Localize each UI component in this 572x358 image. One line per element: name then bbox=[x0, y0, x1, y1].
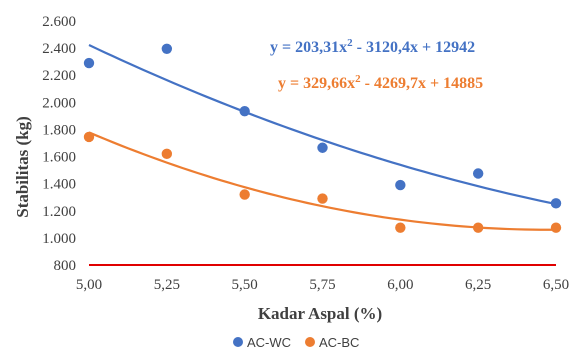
legend-marker-ac-bc bbox=[305, 337, 315, 347]
y-tick-label: 1.400 bbox=[42, 177, 76, 193]
trendline-ac-wc bbox=[88, 44, 557, 206]
legend-label-ac-wc: AC-WC bbox=[247, 335, 291, 350]
y-tick-label: 2.400 bbox=[42, 41, 76, 57]
data-point-ac-bc bbox=[83, 131, 95, 143]
data-point-ac-bc bbox=[161, 148, 173, 160]
data-point-ac-wc bbox=[472, 168, 484, 179]
y-tick-label: 1.800 bbox=[42, 122, 76, 138]
x-tick-label: 6,50 bbox=[543, 277, 569, 293]
data-point-ac-bc bbox=[550, 222, 562, 233]
trendline-equation-ac-bc: y = 329,66x2 - 4269,7x + 14885 bbox=[278, 73, 483, 92]
legend-label-ac-bc: AC-BC bbox=[319, 335, 359, 350]
y-tick-label: 2.600 bbox=[42, 14, 76, 30]
legend-marker-ac-wc bbox=[233, 337, 243, 347]
y-tick-label: 1.200 bbox=[42, 204, 76, 220]
data-point-ac-wc bbox=[317, 142, 328, 153]
x-axis-title: Kadar Aspal (%) bbox=[258, 304, 382, 323]
data-point-ac-bc bbox=[472, 222, 484, 233]
x-tick-label: 5,25 bbox=[154, 277, 180, 293]
data-point-ac-bc bbox=[317, 193, 328, 204]
data-point-ac-wc bbox=[83, 57, 95, 69]
data-point-ac-wc bbox=[395, 179, 406, 191]
trendline-equation-ac-wc: y = 203,31x2 - 3120,4x + 12942 bbox=[270, 37, 475, 56]
x-tick-label: 6,25 bbox=[465, 277, 491, 293]
x-tick-label: 5,50 bbox=[232, 277, 258, 293]
x-tick-label: 6,00 bbox=[387, 277, 413, 293]
data-point-ac-wc bbox=[550, 198, 562, 209]
legend: AC-WC AC-BC bbox=[233, 335, 359, 350]
y-tick-label: 2.000 bbox=[42, 95, 76, 111]
y-tick-label: 2.200 bbox=[42, 68, 76, 84]
x-tick-label: 5,00 bbox=[76, 277, 102, 293]
data-points bbox=[83, 43, 562, 233]
data-point-ac-wc bbox=[239, 105, 250, 117]
y-tick-label: 800 bbox=[54, 258, 77, 274]
data-point-ac-wc bbox=[161, 43, 173, 54]
data-point-ac-bc bbox=[239, 189, 250, 200]
y-axis-ticks: 800 1.000 1.200 1.400 1.600 1.800 2.000 2.200 2.… bbox=[42, 14, 76, 274]
x-tick-label: 5,75 bbox=[309, 277, 335, 293]
data-point-ac-bc bbox=[395, 222, 406, 233]
x-axis-ticks: 5,00 5,25 5,50 5,75 6,00 6,25 6,50 bbox=[76, 277, 569, 293]
y-tick-label: 1.600 bbox=[42, 150, 76, 166]
y-tick-label: 1.000 bbox=[42, 231, 76, 247]
y-axis-title: Stabilitas (kg) bbox=[13, 116, 32, 218]
